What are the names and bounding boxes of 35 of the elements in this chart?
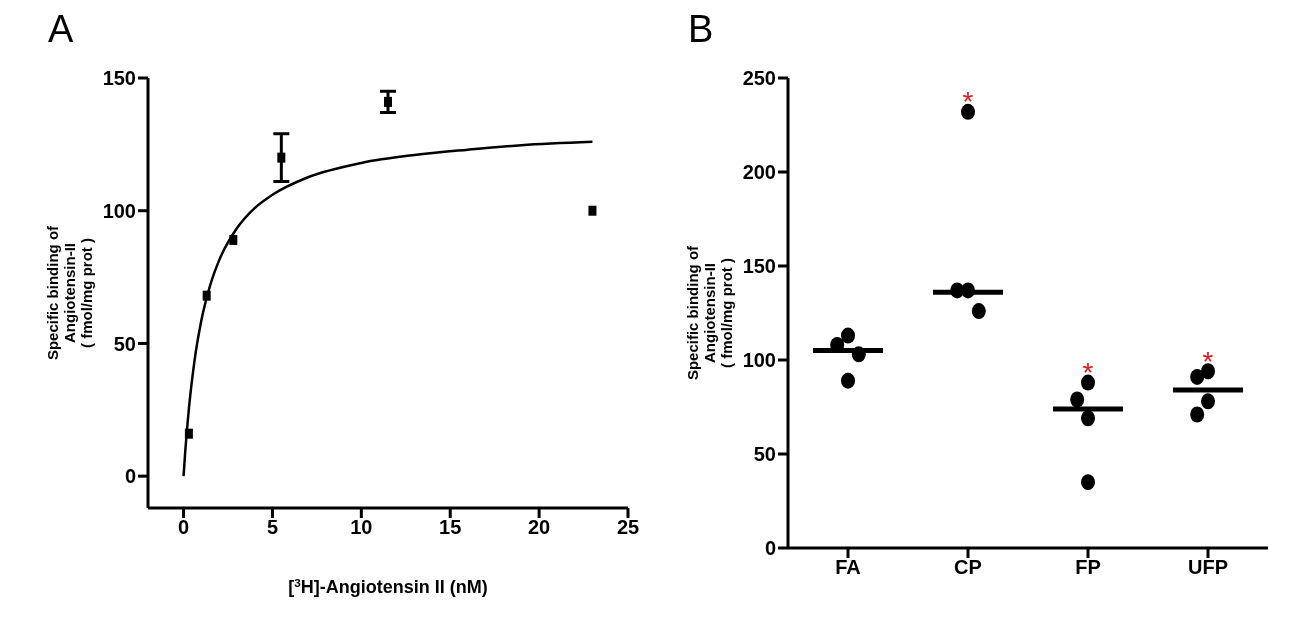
y-tick-label: 200 [742,161,776,184]
x-tick-label: 20 [527,516,551,539]
y-tick-label: 100 [102,199,136,222]
x-tick-label: CP [954,556,982,579]
x-tick-label: UFP [1188,556,1228,579]
chart-title: B [688,8,714,51]
point [384,96,392,107]
y-tick-label: 0 [124,465,136,488]
chart-title: A [48,8,74,51]
x-tick-label: 15 [439,516,462,539]
y-tick-label: 150 [102,67,136,90]
y-tick-label: 100 [742,349,776,372]
x-tick-label: 0 [177,516,190,539]
x-axis-title: [$^{3}$H]-Angiotensin II (nM) [288,575,488,597]
x-tick-label: 5 [266,516,279,539]
point [229,234,238,245]
annotation: * [962,86,974,118]
x-tick-label: FA [835,556,861,579]
point [184,428,193,439]
annotation: * [1202,345,1214,377]
annotation: * [1082,357,1094,389]
y-tick-label: 50 [753,443,776,466]
x-tick-label: 25 [616,516,640,539]
y-axis-title: Specific binding of Angiotensin-II ( fmol/mg prot ) [684,244,735,381]
x-tick-label: FP [1075,556,1101,579]
y-tick-label: 150 [742,255,776,278]
point [277,152,286,163]
y-tick-label: 0 [764,537,776,560]
point [588,205,597,216]
y-tick-label: 250 [742,67,776,90]
point [202,290,211,301]
y-axis-title: Specific binding of Angiotensin-II ( fmol/mg prot ) [44,224,95,361]
line-series [182,140,594,478]
y-tick-label: 50 [113,332,136,355]
x-tick-label: 10 [350,516,373,539]
